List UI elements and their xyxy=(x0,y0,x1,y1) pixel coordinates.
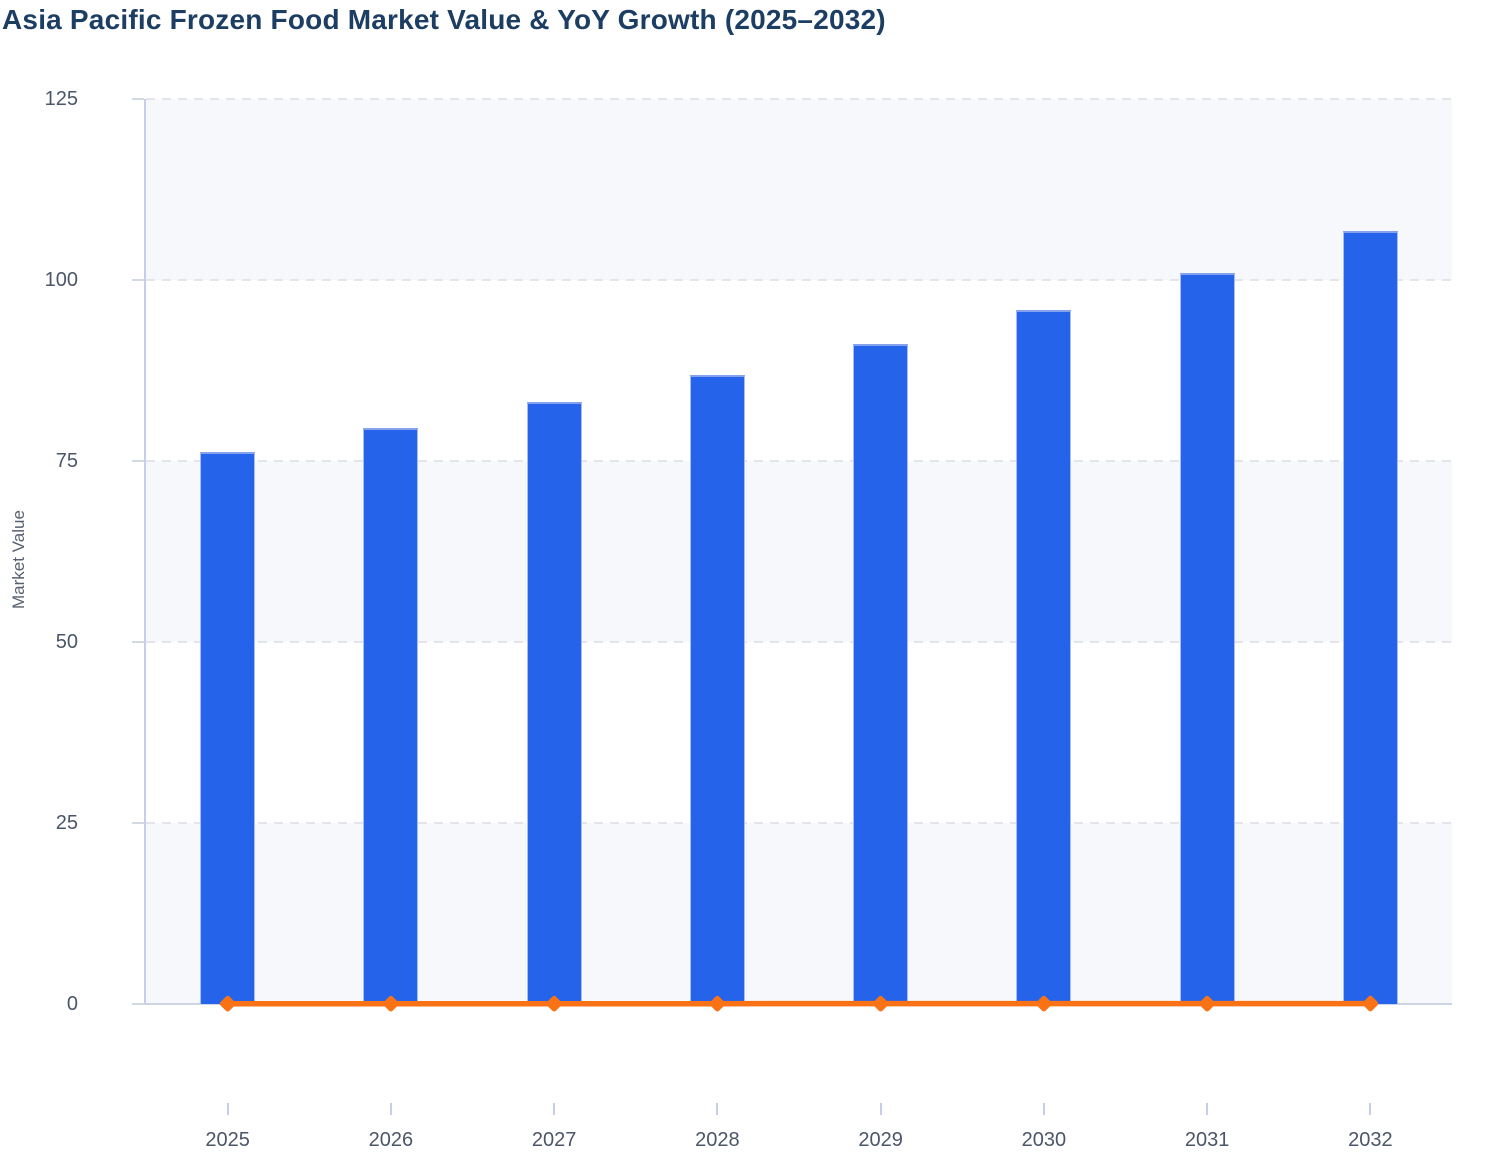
yoy-marker-2025[interactable] xyxy=(219,995,237,1013)
chart-title: Asia Pacific Frozen Food Market Value & … xyxy=(2,4,886,36)
yoy-marker-2027[interactable] xyxy=(545,995,563,1013)
y-axis-tick-label: 100 xyxy=(8,270,78,290)
y-axis-tick xyxy=(132,641,144,643)
y-axis-title: Market Value xyxy=(6,0,32,1120)
x-axis-tick xyxy=(390,1103,392,1115)
x-axis-tick xyxy=(1369,1103,1371,1115)
x-axis-tick xyxy=(880,1103,882,1115)
yoy-growth-line-layer xyxy=(146,99,1452,1004)
x-axis-tick-label: 2031 xyxy=(1147,1129,1267,1152)
x-axis-tick xyxy=(1043,1103,1045,1115)
y-axis-tick-label: 50 xyxy=(8,632,78,652)
y-axis-tick-label: 75 xyxy=(8,451,78,471)
x-axis-tick xyxy=(1206,1103,1208,1115)
yoy-marker-2028[interactable] xyxy=(709,995,727,1013)
x-axis-tick-label: 2027 xyxy=(494,1129,614,1152)
yoy-marker-2026[interactable] xyxy=(382,995,400,1013)
x-axis-tick-label: 2029 xyxy=(821,1129,941,1152)
x-axis-tick-label: 2030 xyxy=(984,1129,1104,1152)
y-axis-tick-label: 0 xyxy=(8,994,78,1014)
x-axis-tick xyxy=(716,1103,718,1115)
yoy-marker-2029[interactable] xyxy=(872,995,890,1013)
y-axis-tick xyxy=(132,1003,144,1005)
x-axis-tick-label: 2032 xyxy=(1310,1129,1430,1152)
x-axis-tick-label: 2025 xyxy=(168,1129,288,1152)
x-axis-tick xyxy=(553,1103,555,1115)
y-axis-tick xyxy=(132,98,144,100)
yoy-marker-2032[interactable] xyxy=(1362,995,1380,1013)
y-axis-tick-label: 25 xyxy=(8,813,78,833)
x-axis-tick-label: 2028 xyxy=(657,1129,777,1152)
y-axis-tick xyxy=(132,460,144,462)
x-axis-tick xyxy=(227,1103,229,1115)
y-axis-tick xyxy=(132,279,144,281)
y-axis-tick xyxy=(132,822,144,824)
yoy-marker-2030[interactable] xyxy=(1035,995,1053,1013)
y-axis-tick-label: 125 xyxy=(8,89,78,109)
x-axis-tick-label: 2026 xyxy=(331,1129,451,1152)
yoy-marker-2031[interactable] xyxy=(1198,995,1216,1013)
